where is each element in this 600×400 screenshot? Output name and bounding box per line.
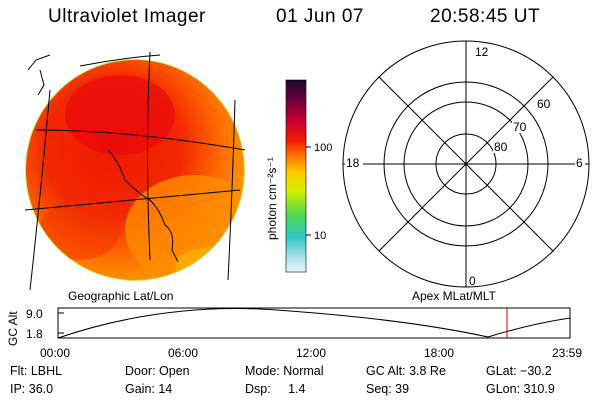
glon-info: GLon: 310.9 [486, 382, 555, 396]
gc-alt-info: GC Alt: 3.8 Re [366, 364, 446, 378]
mlt-label-6: 6 [576, 156, 583, 170]
colorbar-tick-10: 10 [314, 230, 326, 242]
xtick-1800: 18:00 [424, 346, 454, 360]
mlat-label-70: 70 [513, 120, 527, 134]
xtick-2359: 23:59 [552, 346, 582, 360]
colorbar-gradient [285, 79, 307, 273]
filter-info: Flt: LBHL [10, 364, 63, 378]
glat-info: GLat: −30.2 [486, 364, 552, 378]
mode-info: Mode: Normal [245, 364, 324, 378]
instrument-title: Ultraviolet Imager [48, 6, 206, 27]
gain-info: Gain: 14 [125, 382, 173, 396]
timeline-ylabel: GC Alt [6, 311, 20, 346]
xtick-0600: 06:00 [168, 346, 198, 360]
xtick-0000: 00:00 [40, 346, 70, 360]
ytick-1.8: 1.8 [26, 327, 43, 341]
ytick-9.0: 9.0 [26, 307, 43, 321]
polar-caption: Apex MLat/MLT [412, 289, 496, 303]
mlat-label-80: 80 [494, 140, 508, 154]
time-label: 20:58:45 UT [430, 6, 541, 27]
door-info: Door: Open [125, 364, 190, 378]
mlt-label-18: 18 [346, 156, 360, 170]
mlt-label-0: 0 [469, 274, 476, 288]
xtick-1200: 12:00 [296, 346, 326, 360]
dsp-info: Dsp: 1.4 [245, 382, 306, 396]
date-label: 01 Jun 07 [276, 6, 364, 27]
seq-info: Seq: 39 [366, 382, 410, 396]
geographic-grid [24, 51, 246, 291]
altitude-curve [57, 308, 571, 339]
mlat-label-60: 60 [537, 97, 551, 111]
globe-caption: Geographic Lat/Lon [68, 289, 173, 303]
colorbar-tick-100: 100 [314, 142, 332, 154]
colorbar-unit-label: photon cm⁻²s⁻¹ [265, 157, 279, 240]
ip-info: IP: 36.0 [10, 382, 54, 396]
mlt-label-12: 12 [475, 45, 489, 59]
